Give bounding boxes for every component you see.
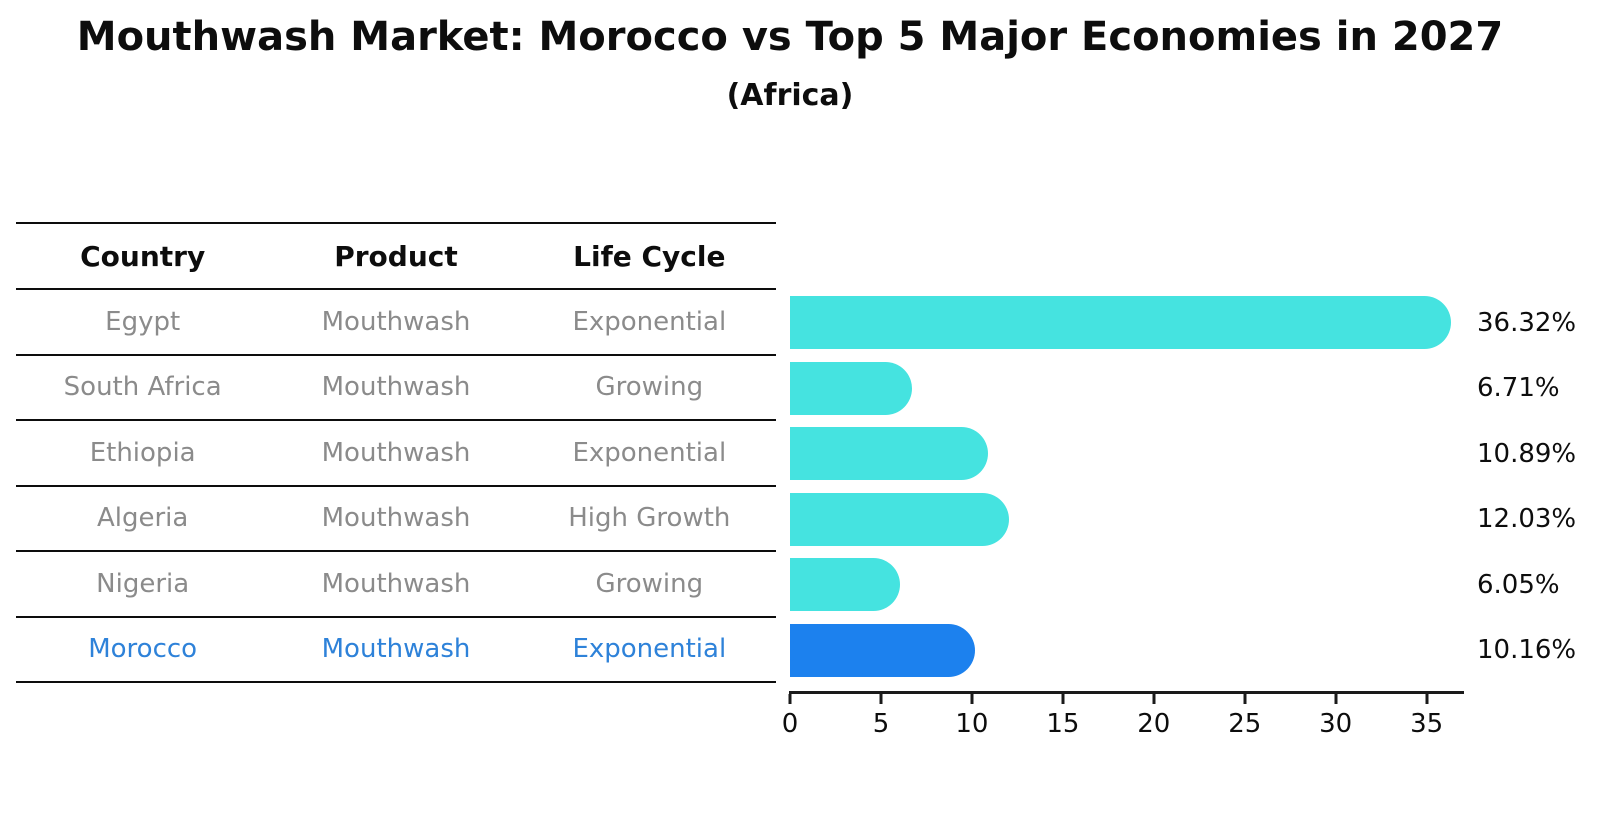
cell-life-cycle: Growing [595,372,704,403]
bars-area [790,290,1470,683]
x-tick-mark-0 [788,694,792,704]
value-label-row-algeria: 12.03% [1477,487,1602,553]
x-tick-mark-30 [1334,694,1338,704]
cell-country: Nigeria [96,568,190,599]
bar-nigeria [790,558,900,612]
value-label-row-south-africa: 6.71% [1477,356,1602,422]
value-label-south-africa: 6.71% [1477,373,1560,404]
column-header-product: Product [334,239,458,273]
bar-row-south-africa [790,356,1470,422]
value-label-egypt: 36.32% [1477,307,1577,338]
cell-life-cycle: Exponential [572,437,727,468]
x-tick-label-5: 5 [872,709,890,739]
table-header-row: Country Product Life Cycle [16,222,776,290]
value-label-ethiopia: 10.89% [1477,438,1577,469]
cell-life-cycle: Growing [595,568,704,599]
cell-product: Mouthwash [321,372,471,403]
cell-life-cycle: High Growth [568,503,731,534]
x-tick-label-15: 15 [1046,709,1080,739]
bar-row-ethiopia [790,421,1470,487]
x-tick-label-25: 25 [1228,709,1262,739]
cell-country: Egypt [105,306,181,337]
x-tick-label-20: 20 [1137,709,1171,739]
country-table: Country Product Life Cycle Egypt Mouthwas… [16,222,776,683]
x-tick-mark-20 [1152,694,1156,704]
value-label-row-egypt: 36.32% [1477,290,1602,356]
bar-egypt [790,296,1451,350]
x-tick-mark-5 [879,694,883,704]
chart-subtitle: (Africa) [726,78,854,113]
x-tick-mark-25 [1243,694,1247,704]
bar-morocco [790,623,975,677]
x-tick-label-30: 30 [1319,709,1353,739]
table-row-ethiopia: Ethiopia Mouthwash Exponential [16,421,776,487]
cell-country: Ethiopia [89,437,196,468]
value-label-algeria: 12.03% [1477,504,1577,535]
table-row-south-africa: South Africa Mouthwash Growing [16,356,776,421]
chart-title: Mouthwash Market: Morocco vs Top 5 Major… [76,14,1504,60]
value-label-row-morocco: 10.16% [1477,618,1602,684]
cell-life-cycle: Exponential [572,634,727,665]
value-label-row-nigeria: 6.05% [1477,552,1602,618]
cell-product: Mouthwash [321,437,471,468]
cell-country: Morocco [88,634,198,665]
value-label-morocco: 10.16% [1477,635,1577,666]
value-label-row-ethiopia: 10.89% [1477,421,1602,487]
column-header-country: Country [80,239,206,273]
cell-product: Mouthwash [321,306,471,337]
bar-south-africa [790,361,913,415]
x-tick-label-35: 35 [1410,709,1444,739]
table-row-nigeria: Nigeria Mouthwash Growing [16,552,776,618]
table-row-algeria: Algeria Mouthwash High Growth [16,487,776,552]
cell-country: Algeria [96,503,189,534]
bar-row-morocco [790,618,1470,684]
bar-row-nigeria [790,552,1470,618]
bar-ethiopia [790,427,989,481]
column-header-lifecycle: Life Cycle [573,239,726,273]
bar-row-egypt [790,290,1470,356]
cell-product: Mouthwash [321,503,471,534]
bar-algeria [790,492,1009,546]
x-axis-ticks: 0 5 10 15 20 25 30 35 [782,694,1470,754]
table-row-morocco: Morocco Mouthwash Exponential [16,618,776,683]
table-body: Egypt Mouthwash Exponential South Africa Mou… [16,290,776,683]
value-labels: 36.32% 6.71% 10.89% 12.03% 6.05% 10.16% [1477,290,1602,683]
x-tick-mark-35 [1425,694,1429,704]
bar-row-algeria [790,487,1470,553]
cell-life-cycle: Exponential [572,306,727,337]
cell-product: Mouthwash [321,568,471,599]
x-tick-label-0: 0 [781,709,799,739]
x-axis-line [789,691,1464,694]
value-label-nigeria: 6.05% [1477,569,1560,600]
cell-product: Mouthwash [321,634,471,665]
x-tick-mark-10 [970,694,974,704]
x-tick-label-10: 10 [955,709,989,739]
table-row-egypt: Egypt Mouthwash Exponential [16,290,776,356]
x-tick-mark-15 [1061,694,1065,704]
cell-country: South Africa [63,372,222,403]
